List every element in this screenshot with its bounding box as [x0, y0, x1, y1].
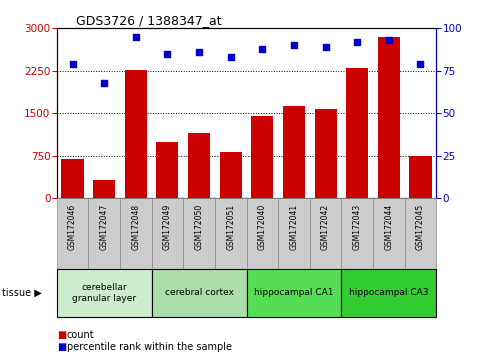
Bar [88, 198, 120, 269]
Text: GSM172049: GSM172049 [163, 204, 172, 250]
Bar [93, 179, 115, 198]
Bar [156, 142, 178, 198]
Text: GSM172047: GSM172047 [100, 204, 108, 250]
Text: GSM172051: GSM172051 [226, 204, 235, 250]
Text: hippocampal CA1: hippocampal CA1 [254, 289, 334, 297]
Bar [373, 198, 405, 269]
Text: tissue ▶: tissue ▶ [2, 288, 42, 298]
Bar [378, 37, 400, 198]
Bar [62, 159, 84, 198]
Text: GSM172040: GSM172040 [258, 204, 267, 250]
Bar [315, 109, 337, 198]
Bar [219, 152, 242, 198]
Text: cerebral cortex: cerebral cortex [165, 289, 234, 297]
Bar [283, 106, 305, 198]
Point [417, 61, 424, 67]
Bar [409, 156, 431, 198]
Point [164, 51, 172, 57]
Text: GSM172042: GSM172042 [321, 204, 330, 250]
Point [227, 55, 235, 60]
Point [290, 42, 298, 48]
Text: percentile rank within the sample: percentile rank within the sample [67, 342, 232, 352]
Text: GSM172046: GSM172046 [68, 204, 77, 250]
Point [132, 34, 140, 40]
Point [100, 80, 108, 86]
Bar [251, 115, 274, 198]
Text: hippocampal CA3: hippocampal CA3 [349, 289, 428, 297]
Text: GSM172045: GSM172045 [416, 204, 425, 250]
Bar [310, 198, 341, 269]
Point [385, 38, 393, 43]
Bar [278, 198, 310, 269]
Bar [341, 269, 436, 317]
Bar [125, 70, 147, 198]
Point [353, 39, 361, 45]
Text: GDS3726 / 1388347_at: GDS3726 / 1388347_at [76, 14, 221, 27]
Text: cerebellar
granular layer: cerebellar granular layer [72, 283, 136, 303]
Point [321, 44, 329, 50]
Point [258, 46, 266, 52]
Text: GSM172044: GSM172044 [385, 204, 393, 250]
Text: GSM172041: GSM172041 [289, 204, 298, 250]
Point [69, 61, 76, 67]
Bar [152, 269, 246, 317]
Text: ■: ■ [57, 330, 66, 339]
Bar [57, 198, 88, 269]
Bar [215, 198, 246, 269]
Bar [405, 198, 436, 269]
Bar [246, 269, 341, 317]
Point [195, 49, 203, 55]
Text: GSM172048: GSM172048 [131, 204, 141, 250]
Text: GSM172050: GSM172050 [195, 204, 204, 250]
Bar [57, 269, 152, 317]
Bar [152, 198, 183, 269]
Bar [188, 133, 210, 198]
Bar [346, 68, 368, 198]
Text: GSM172043: GSM172043 [352, 204, 362, 250]
Bar [183, 198, 215, 269]
Bar [341, 198, 373, 269]
Bar [246, 198, 278, 269]
Bar [120, 198, 152, 269]
Text: ■: ■ [57, 342, 66, 352]
Text: count: count [67, 330, 94, 339]
